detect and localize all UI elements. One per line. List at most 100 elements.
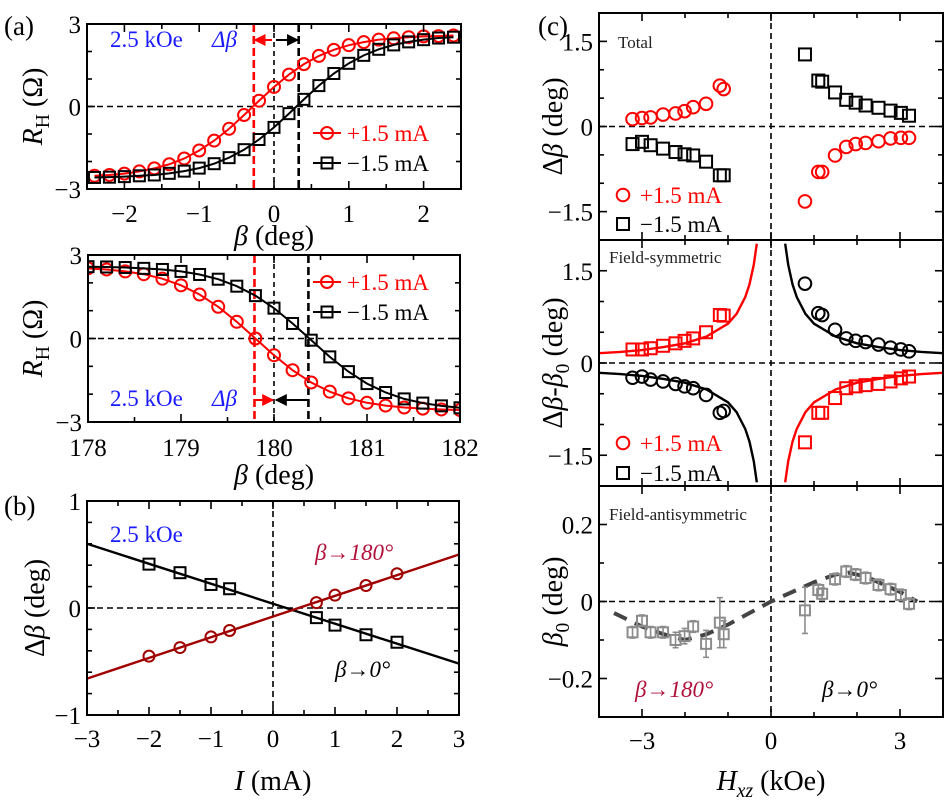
label-segment: β xyxy=(20,625,51,640)
data-point xyxy=(309,611,323,625)
plot-area xyxy=(599,13,943,240)
legend-label: +1.5 mA xyxy=(640,431,722,456)
data-point xyxy=(677,379,692,394)
legend-marker-circle xyxy=(320,126,334,140)
data-point xyxy=(378,398,393,413)
legend-marker-circle xyxy=(320,275,334,289)
label-segment: (deg) xyxy=(538,557,569,623)
data-point xyxy=(698,387,714,403)
panel-title: Field-antisymmetric xyxy=(609,505,747,524)
label-segment: β xyxy=(233,460,248,491)
data-point xyxy=(447,30,461,44)
data-point xyxy=(713,616,726,629)
x-tick-label: 0 xyxy=(765,728,778,755)
data-point xyxy=(102,170,116,184)
series-0 xyxy=(625,78,917,209)
data-point xyxy=(625,137,640,152)
y-tick-label: 1.5 xyxy=(562,29,593,56)
x-tick-label: 2 xyxy=(417,201,430,228)
label-segment: (deg) xyxy=(20,559,51,625)
y-tick-label: 3 xyxy=(70,243,83,270)
data-point xyxy=(643,138,658,153)
data-point xyxy=(871,133,886,149)
y-tick-label: 0 xyxy=(581,590,594,617)
data-point xyxy=(902,369,917,384)
data-point xyxy=(137,261,151,275)
label-segment: Δ xyxy=(538,411,569,429)
data-point xyxy=(712,78,728,93)
data-point xyxy=(223,582,237,596)
data-point xyxy=(797,47,812,62)
data-point xyxy=(88,260,95,274)
data-point xyxy=(717,628,730,641)
data-point xyxy=(797,435,812,450)
annotation: β→0° xyxy=(334,657,390,682)
label-segment: β xyxy=(538,144,569,159)
data-point xyxy=(699,154,714,169)
data-point xyxy=(207,133,222,148)
x-tick-label: 181 xyxy=(348,435,386,462)
data-point xyxy=(848,333,864,349)
series-line xyxy=(94,36,454,179)
data-point xyxy=(903,597,916,610)
data-point xyxy=(204,630,218,644)
data-point xyxy=(323,350,337,364)
y-tick-label: 1 xyxy=(69,489,82,516)
label-segment: 0 xyxy=(553,622,574,632)
label-segment: (deg) xyxy=(538,297,569,363)
data-point xyxy=(417,33,431,47)
label-segment: β xyxy=(538,397,569,412)
data-point xyxy=(309,596,323,610)
data-point xyxy=(625,342,640,357)
panel-label-a: (a) xyxy=(4,11,34,41)
chart-panel-0: −2 −1 0 1 2 −3 0 3 β (deg) RH (Ω) +1.5 mA −1.5 mA 2.… xyxy=(18,12,462,252)
data-point xyxy=(327,67,341,80)
data-point xyxy=(829,573,842,586)
panel-label-c: (c) xyxy=(538,11,568,41)
y-tick-label: 0 xyxy=(70,327,83,354)
data-point xyxy=(390,635,404,649)
label-segment: (deg) xyxy=(538,77,569,143)
y-axis-label: Δβ (deg) xyxy=(20,559,51,657)
label-segment: H xyxy=(33,346,54,360)
y-tick-label: −3 xyxy=(54,177,81,204)
data-point xyxy=(162,166,176,180)
data-point xyxy=(328,618,342,632)
data-point xyxy=(698,96,714,112)
fit-curve xyxy=(87,542,459,665)
plot-area xyxy=(87,24,461,189)
data-point xyxy=(297,92,311,106)
data-point xyxy=(453,401,460,415)
legend-marker-circle xyxy=(615,187,631,203)
data-point xyxy=(716,403,732,419)
x-tick-label: −2 xyxy=(111,201,138,228)
data-point xyxy=(668,106,683,121)
x-tick-label: −3 xyxy=(629,728,656,755)
label-segment: β xyxy=(233,221,248,252)
data-point xyxy=(677,147,692,162)
y-tick-label: 3 xyxy=(69,12,82,39)
data-point xyxy=(177,151,192,166)
y-axis-label: Δβ-β0 (deg) xyxy=(538,297,574,428)
data-point xyxy=(643,110,658,125)
x-axis-label: Hxz (kOe) xyxy=(716,766,826,802)
data-point xyxy=(894,588,907,601)
data-point xyxy=(207,157,221,171)
data-point xyxy=(229,314,244,329)
data-point xyxy=(668,376,683,392)
data-point xyxy=(147,168,161,182)
label-segment: R xyxy=(18,360,49,378)
label-segment: (deg) xyxy=(248,221,314,252)
label-segment: H xyxy=(33,114,54,128)
data-point xyxy=(883,131,898,146)
data-point xyxy=(252,133,266,146)
legend-marker-square xyxy=(616,217,630,231)
data-point xyxy=(432,31,446,45)
data-point xyxy=(893,105,908,120)
data-point xyxy=(356,35,371,50)
data-point xyxy=(174,264,188,278)
legend: +1.5 mA −1.5 mA xyxy=(615,431,722,486)
series-1 xyxy=(625,276,917,421)
data-point xyxy=(341,365,355,379)
x-tick-label: −2 xyxy=(136,726,163,753)
